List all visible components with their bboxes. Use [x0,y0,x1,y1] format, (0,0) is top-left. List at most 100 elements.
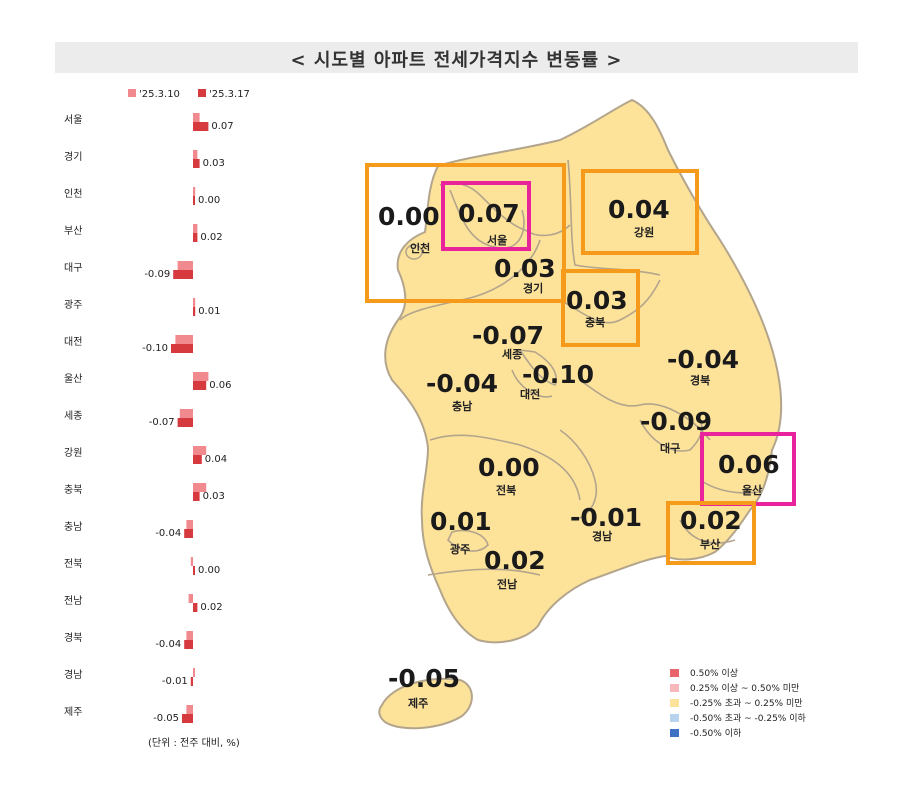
legend-label: -0.50% 초과 ~ -0.25% 이하 [690,713,807,724]
map-value: 0.04 [608,195,670,224]
map-region-name: 전남 [497,577,517,591]
bar-chart: 서울 0.07 경기 0.03 인천 0.00 부산 0.02 대구 -0.09 광주 0.01 대전 -… [64,113,234,724]
bar-prev [186,705,193,714]
legend-swatch [670,714,679,722]
bar-value-label: -0.01 [162,676,188,687]
map-value: -0.09 [640,407,712,436]
map-region-name: 부산 [700,537,720,551]
bar-value-label: -0.09 [144,269,170,280]
box-chungbuk [561,269,640,347]
bar-prev [177,261,193,270]
unit-note: (단위 : 전주 대비, %) [148,736,240,749]
bar-value-label: 0.02 [200,232,222,243]
bar-prev [193,298,196,307]
bar-curr [193,492,200,501]
korea-map: 0.00인천0.07서울0.03경기0.04강원0.03충북-0.07세종-0.… [365,98,796,730]
bar-value-label: 0.03 [203,491,225,502]
map-labels: 0.00인천0.07서울0.03경기0.04강원0.03충북-0.07세종-0.… [378,195,780,710]
category-label: 충남 [64,521,82,533]
category-label: 인천 [64,188,82,200]
legend-swatch [670,684,679,692]
incheon-island [405,244,423,260]
map-legend: 0.50% 이상 0.25% 이상 ~ 0.50% 미만 -0.25% 초과 ~ 0… [670,668,807,739]
bar-value-label: 0.01 [198,306,220,317]
bar-value-label: 0.06 [209,380,231,391]
map-region-name: 경기 [523,281,543,295]
category-label: 경북 [64,631,82,644]
map-value: 0.01 [430,507,492,536]
category-label: 대구 [64,262,82,274]
bar-prev [188,594,193,603]
bar-value-label: -0.10 [142,343,168,354]
bar-prev [186,520,193,529]
bar-curr [171,344,193,353]
bar-legend-label-0: '25.3.10 [139,89,180,100]
map-label-인천: 0.00 인천 [378,202,440,255]
bar-prev [186,631,193,640]
bar-curr [177,418,193,427]
category-label: 경기 [64,150,82,163]
bar-prev [190,557,193,566]
map-label-서울: 0.07 서울 [458,199,520,247]
map-value: 0.03 [566,286,628,315]
map-value: 0.02 [680,506,742,535]
category-label: 전남 [64,595,82,607]
bar-curr [193,159,200,168]
bar-legend: '25.3.10 '25.3.17 [128,89,250,100]
box-busan [666,501,756,565]
map-region-name: 제주 [408,696,428,710]
map-value: 0.02 [484,546,546,575]
bar-legend-swatch-1 [198,89,206,97]
bar-value-label: 0.00 [198,195,220,206]
bar-prev [193,446,207,455]
map-value: -0.04 [426,369,498,398]
bar-curr [184,640,193,649]
legend-label: 0.50% 이상 [690,668,738,679]
bar-curr [193,233,198,242]
bar-prev [175,335,193,344]
map-region-name: 대전 [520,387,540,401]
bar-value-label: 0.07 [211,121,233,132]
map-value: -0.05 [388,664,460,693]
category-label: 충북 [64,484,82,496]
map-value: -0.04 [667,345,739,374]
legend-swatch [670,729,679,737]
category-label: 강원 [64,447,82,459]
map-region-name: 인천 [410,241,430,255]
legend-label: 0.25% 이상 ~ 0.50% 미만 [690,683,799,694]
bar-curr [193,566,195,575]
map-region-name: 광주 [450,543,470,556]
map-region-name: 충북 [585,315,605,329]
map-value: 0.06 [718,450,780,479]
map-label-전남: 0.02 전남 [484,546,546,591]
map-region-name: 경북 [690,373,710,387]
map-value: 0.03 [494,254,556,283]
map-region-name: 세종 [502,347,522,361]
box-gangwon [581,169,699,255]
map-region-name: 대구 [660,441,680,455]
bar-prev [193,150,198,159]
bar-value-label: 0.03 [203,158,225,169]
bar-value-label: -0.07 [149,417,175,428]
jeju-island [378,677,473,730]
map-region-name: 전북 [496,483,516,497]
legend-swatch [670,699,679,707]
map-region-name: 서울 [487,233,507,247]
chart-title: < 시도별 아파트 전세가격지수 변동률 > [290,50,623,71]
category-label: 전북 [64,558,82,570]
category-label: 대전 [64,336,82,348]
legend-label: -0.50% 이하 [690,728,742,739]
map-label-광주: 0.01 광주 [430,507,492,556]
legend-label: -0.25% 초과 ~ 0.25% 미만 [690,698,803,709]
category-label: 광주 [64,299,82,311]
title-bar: < 시도별 아파트 전세가격지수 변동률 > [55,42,858,73]
bar-value-label: -0.04 [155,528,181,539]
